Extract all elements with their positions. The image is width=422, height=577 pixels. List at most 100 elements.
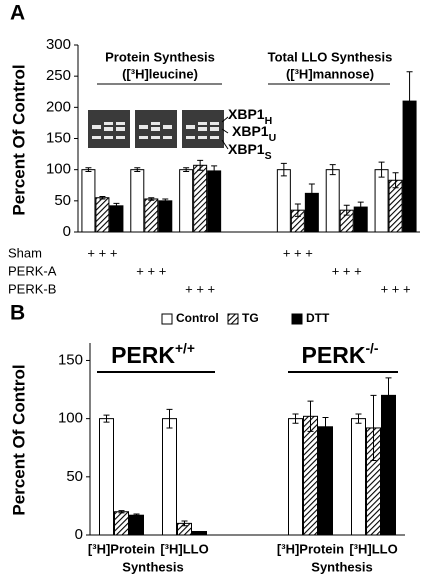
group-title: PERK+/+ (111, 341, 195, 368)
y-axis-title: Percent Of Control (9, 364, 28, 515)
y-tick-label: 100 (58, 410, 83, 427)
error-bar (99, 195, 106, 200)
error-bar (292, 413, 299, 424)
bar (276, 169, 291, 233)
bar (109, 205, 124, 233)
gel-label-sub: U (269, 132, 277, 144)
error-bar (343, 204, 350, 216)
annotation: ([³H]leucine) (122, 66, 198, 81)
error-bar (357, 201, 364, 213)
bar (351, 418, 366, 536)
error-bar (181, 520, 188, 527)
y-tick-label: 150 (58, 351, 83, 368)
panel-label: B (10, 302, 25, 325)
error-bar (307, 400, 314, 432)
row-sign: + + + (283, 245, 313, 260)
bar (193, 164, 208, 233)
bar (381, 394, 396, 536)
y-tick-label: 0 (63, 223, 71, 240)
error-bar (385, 377, 392, 414)
gel-label-main: XBP1 (232, 123, 269, 139)
bar (129, 514, 144, 536)
annotation: ([³H]mannose) (286, 66, 374, 81)
bar (207, 170, 222, 233)
bar (81, 169, 96, 233)
row-label: PERK-B (8, 281, 56, 296)
group-title-main: PERK (111, 342, 175, 368)
panel-label: A (10, 2, 25, 25)
x-group-label: Synthesis (311, 559, 372, 574)
bar (325, 169, 340, 233)
x-group-label: Synthesis (122, 559, 183, 574)
error-bar (406, 71, 413, 131)
error-bar (166, 408, 173, 429)
annotation: Protein Synthesis (105, 49, 215, 64)
row-label: PERK-A (8, 263, 57, 278)
row-sign: + + + (185, 281, 215, 296)
x-tick-label: [³H]Protein (277, 541, 344, 556)
bar (303, 415, 318, 536)
bar (179, 169, 194, 233)
y-tick-label: 200 (46, 98, 71, 115)
bar (374, 169, 389, 233)
gel-label: XBP1H (228, 106, 272, 127)
error-bar (392, 172, 399, 189)
error-bar (197, 159, 204, 171)
bar (288, 418, 303, 536)
bar (144, 198, 159, 233)
bar (318, 426, 333, 536)
legend-swatch (161, 313, 173, 325)
error-bar (370, 394, 377, 462)
error-bar (148, 197, 155, 201)
x-tick-label: [³H]LLO (160, 541, 208, 556)
gel-label-sub: H (265, 115, 273, 127)
error-bar (308, 183, 315, 204)
bar (99, 418, 114, 536)
bar (95, 197, 110, 233)
legend-label: DTT (306, 311, 330, 325)
gel-label-sub: S (265, 150, 272, 162)
y-axis-title: Percent Of Control (9, 64, 28, 215)
error-bar (85, 167, 92, 173)
row-sign: + + + (136, 263, 166, 278)
annotation: Total LLO Synthesis (268, 49, 393, 64)
gel-label: XBP1U (232, 123, 276, 144)
legend-label: TG (242, 311, 259, 325)
error-bar (329, 164, 336, 176)
legend-swatch (291, 313, 303, 325)
error-bar (280, 162, 287, 177)
error-bar (162, 198, 169, 204)
error-bar (103, 414, 110, 423)
error-bar (113, 202, 120, 209)
bar (158, 200, 173, 233)
error-bar (211, 165, 218, 177)
error-bar (294, 203, 301, 217)
bar (114, 511, 129, 536)
row-sign: + + + (87, 245, 117, 260)
error-bar (322, 416, 329, 437)
row-label: Sham (8, 245, 42, 260)
y-tick-label: 100 (46, 161, 71, 178)
y-tick-label: 250 (46, 67, 71, 84)
bar (162, 418, 177, 536)
gel-label-main: XBP1 (228, 106, 265, 122)
error-bar (378, 161, 385, 178)
bar (192, 531, 207, 536)
error-bar (134, 167, 141, 173)
gel-label-main: XBP1 (228, 141, 265, 157)
group-title: PERK-/- (302, 341, 379, 368)
group-title-main: PERK (302, 342, 366, 368)
bar (130, 169, 145, 233)
row-sign: + + + (381, 281, 411, 296)
y-tick-label: 150 (46, 129, 71, 146)
group-title-sup: +/+ (175, 341, 195, 356)
y-tick-label: 50 (66, 468, 83, 485)
error-bar (133, 513, 140, 517)
y-tick-label: 0 (75, 526, 83, 543)
error-bar (355, 413, 362, 424)
x-tick-label: [³H]Protein (88, 541, 155, 556)
y-tick-label: 50 (54, 192, 71, 209)
legend-swatch (227, 313, 239, 325)
